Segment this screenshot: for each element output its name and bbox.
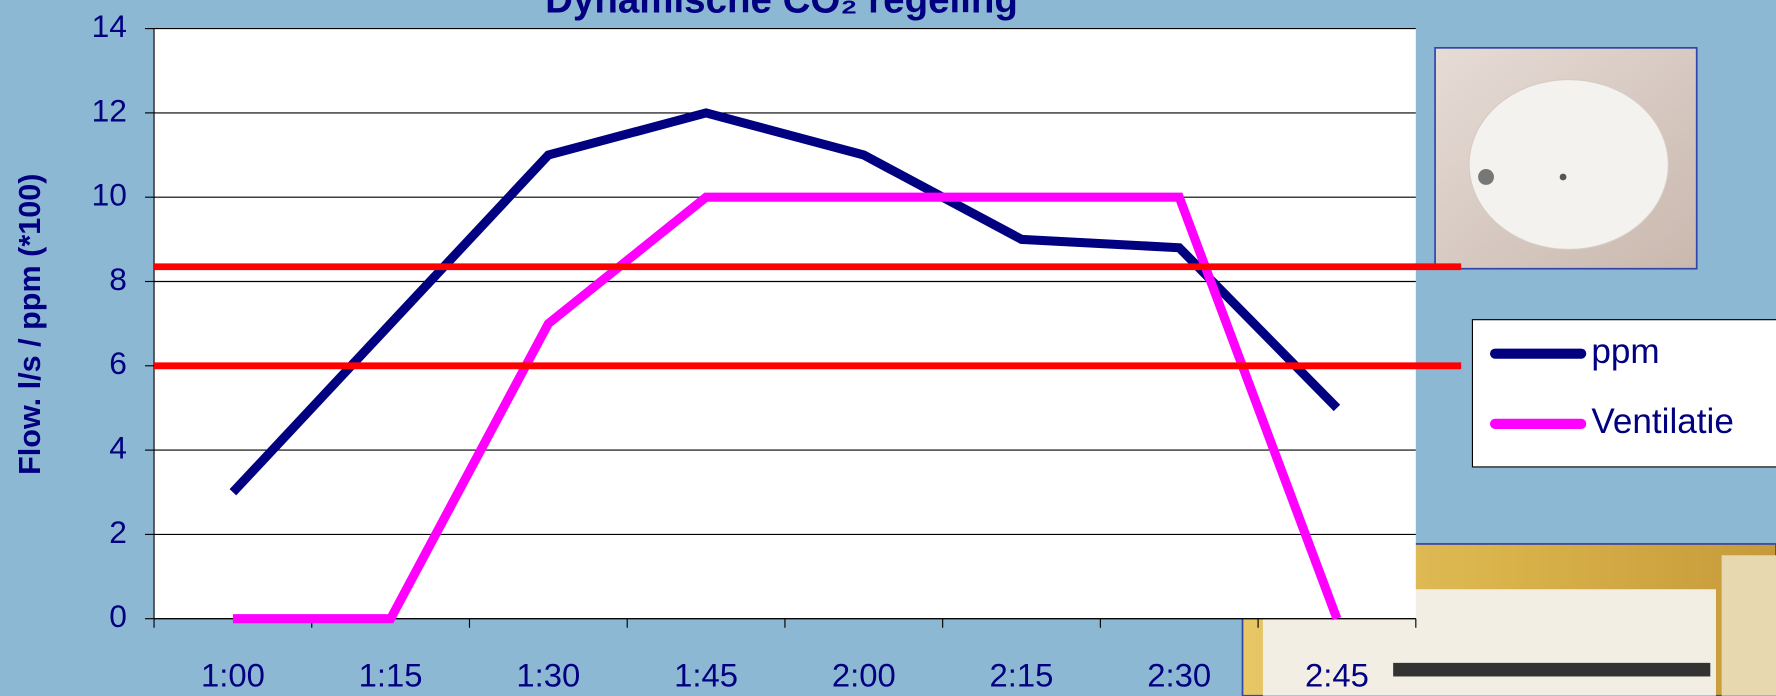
y-axis-label: Flow. l/s / ppm (*100) — [13, 174, 47, 475]
x-tick-label: 1:15 — [359, 656, 423, 693]
x-tick-label: 1:45 — [674, 656, 738, 693]
chart-title: Dynamische CO₂ regeling — [545, 0, 1018, 22]
y-tick-label: 0 — [109, 598, 127, 634]
series-line — [232, 192, 1342, 624]
x-tick-label: 1:00 — [201, 656, 265, 693]
plot-area — [154, 28, 1416, 619]
y-tick-label: 10 — [92, 177, 127, 213]
series-line — [229, 108, 1341, 496]
sensor-photo — [1434, 46, 1698, 270]
legend-label: Ventilatie — [1591, 402, 1734, 441]
y-tick-label: 12 — [92, 92, 127, 128]
y-tick-label: 8 — [109, 261, 127, 297]
legend: ppm Ventilatie — [1471, 319, 1776, 468]
x-tick-label: 2:15 — [990, 656, 1054, 693]
y-tick-label: 6 — [109, 345, 127, 381]
y-tick-label: 4 — [109, 429, 127, 465]
x-tick-label: 1:30 — [516, 656, 580, 693]
x-tick-label: 2:30 — [1147, 656, 1211, 693]
legend-label: ppm — [1591, 332, 1659, 371]
y-tick-label: 2 — [109, 514, 127, 550]
x-tick-label: 2:45 — [1305, 656, 1369, 693]
y-tick-label: 14 — [92, 8, 127, 44]
x-tick-label: 2:00 — [832, 656, 896, 693]
